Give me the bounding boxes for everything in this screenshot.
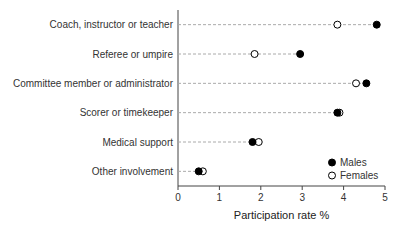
leader-line xyxy=(178,24,377,25)
y-tick-label: Medical support xyxy=(102,137,173,148)
leader-line xyxy=(178,83,366,84)
x-tick-label: 5 xyxy=(382,192,388,203)
dot xyxy=(363,80,370,87)
dot xyxy=(373,21,380,28)
dot xyxy=(251,51,258,58)
x-tick-label: 3 xyxy=(299,192,305,203)
dot xyxy=(297,51,304,58)
legend-marker xyxy=(329,172,336,179)
x-tick-label: 0 xyxy=(175,192,181,203)
legend: Males Females xyxy=(329,157,379,181)
dot xyxy=(249,139,256,146)
x-axis-label: Participation rate % xyxy=(234,209,330,221)
leader-line xyxy=(178,112,339,113)
x-tick xyxy=(260,186,261,190)
x-tick xyxy=(178,186,179,190)
chart: 0 1 2 3 4 5 Participation rate % Other involvem… xyxy=(0,0,397,227)
x-tick-label: 1 xyxy=(217,192,223,203)
x-tick xyxy=(219,186,220,190)
dot xyxy=(353,80,360,87)
x-tick xyxy=(302,186,303,190)
y-axis xyxy=(178,10,179,186)
dot xyxy=(334,109,341,116)
x-tick xyxy=(385,186,386,190)
y-tick-label: Other involvement xyxy=(92,166,173,177)
leader-line xyxy=(178,54,300,55)
legend-marker xyxy=(329,159,336,166)
legend-label: Females xyxy=(340,170,378,181)
leader-line xyxy=(178,142,259,143)
x-tick xyxy=(343,186,344,190)
y-tick-label: Coach, instructor or teacher xyxy=(50,19,174,30)
x-axis xyxy=(178,186,385,187)
legend-label: Males xyxy=(340,157,367,168)
x-tick-label: 4 xyxy=(341,192,347,203)
plot-area xyxy=(178,21,380,175)
x-tick-label: 2 xyxy=(258,192,264,203)
y-tick-label: Referee or umpire xyxy=(92,49,173,60)
y-tick-label: Scorer or timekeeper xyxy=(80,107,174,118)
y-tick-label: Committee member or administrator xyxy=(13,78,174,89)
dot xyxy=(334,21,341,28)
dot xyxy=(195,168,202,175)
